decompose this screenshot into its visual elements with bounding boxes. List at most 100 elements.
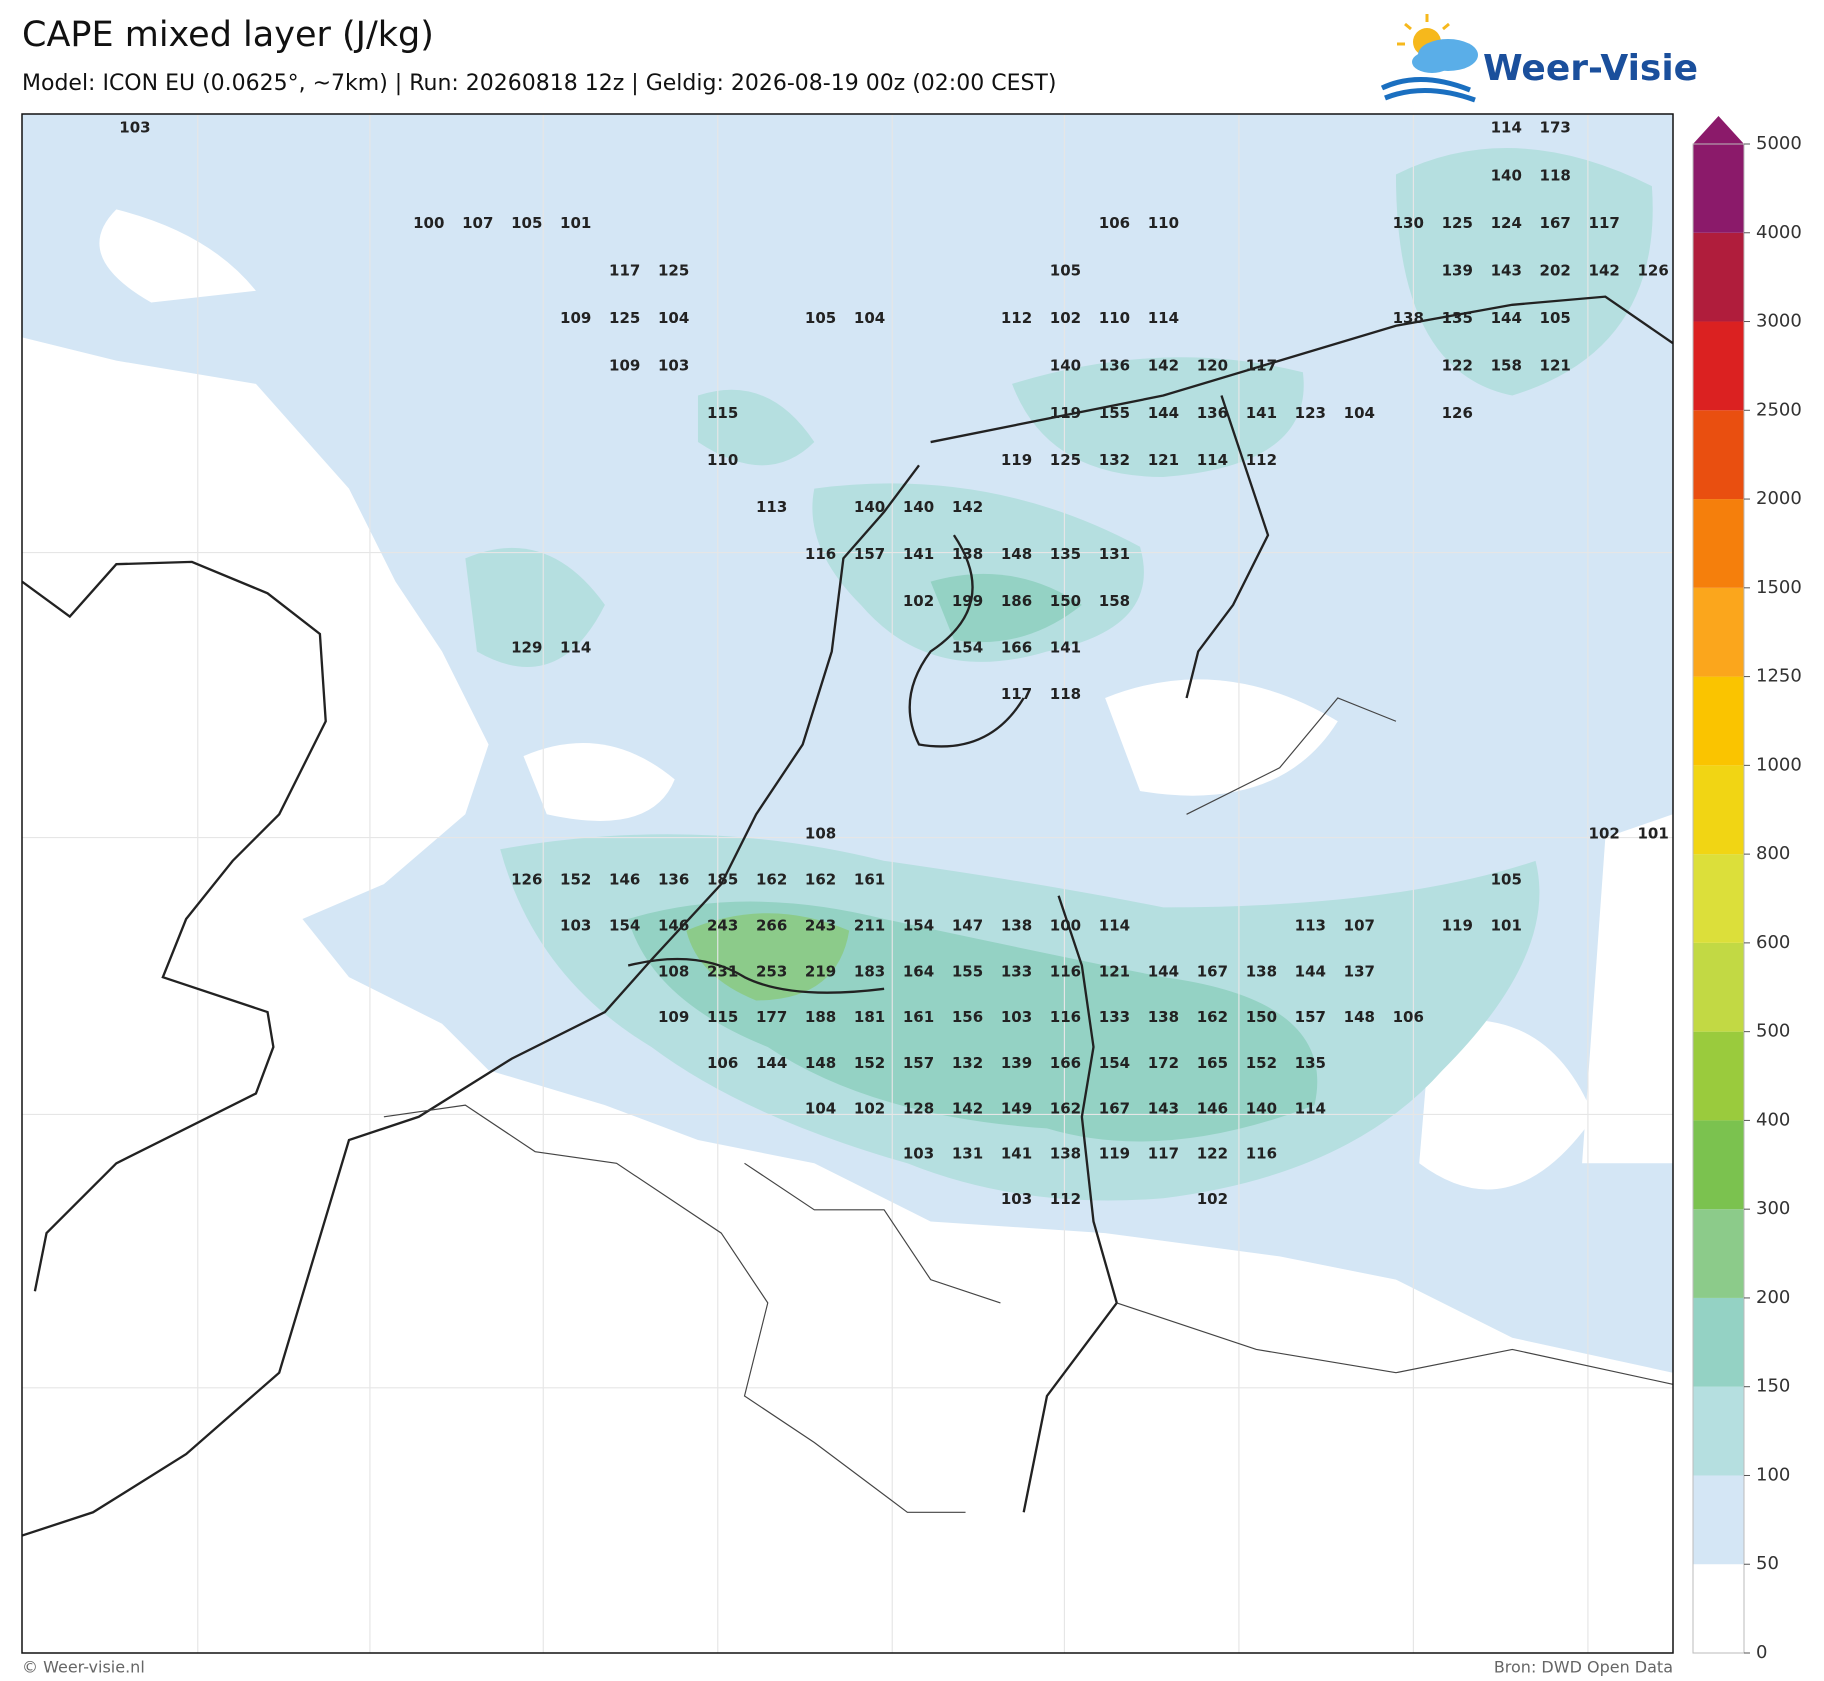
cape-value: 155 (952, 962, 983, 980)
cape-value: 202 (1540, 262, 1571, 280)
cape-value: 140 (903, 498, 934, 516)
cape-value: 126 (1442, 404, 1473, 422)
cape-value: 125 (658, 262, 689, 280)
cape-value: 122 (1442, 357, 1473, 375)
cape-value: 133 (1099, 1008, 1130, 1026)
cape-value: 103 (119, 118, 150, 136)
cape-value: 157 (903, 1054, 934, 1072)
cape-value: 105 (1491, 870, 1522, 888)
cape-value: 154 (1099, 1054, 1130, 1072)
cape-value: 140 (854, 498, 885, 516)
cape-value: 164 (903, 962, 934, 980)
cape-value: 161 (903, 1008, 934, 1026)
cape-value: 138 (1001, 916, 1032, 934)
cape-value: 135 (1442, 309, 1473, 327)
cape-value: 167 (1197, 962, 1228, 980)
cape-value: 116 (1246, 1145, 1277, 1163)
cape-value: 162 (1197, 1008, 1228, 1026)
cape-value: 112 (1001, 309, 1032, 327)
cape-value: 101 (1638, 824, 1669, 842)
colorbar-tick-label: 2500 (1756, 399, 1802, 420)
cape-value: 141 (1246, 404, 1277, 422)
cape-value: 112 (1050, 1190, 1081, 1208)
cape-value: 104 (1344, 404, 1375, 422)
cape-value: 199 (952, 592, 983, 610)
cape-value: 106 (1393, 1008, 1424, 1026)
cape-value: 253 (756, 962, 787, 980)
cape-value: 119 (1001, 451, 1032, 469)
cape-value: 131 (1099, 545, 1130, 563)
cape-value: 157 (854, 545, 885, 563)
cape-value: 132 (1099, 451, 1130, 469)
cape-value: 110 (707, 451, 738, 469)
colorbar-tick-label: 400 (1756, 1109, 1790, 1130)
cape-value: 141 (903, 545, 934, 563)
colorbar-segment (1693, 232, 1744, 322)
cape-value: 106 (707, 1054, 738, 1072)
colorbar-tick-label: 500 (1756, 1021, 1790, 1042)
cape-value: 102 (903, 592, 934, 610)
colorbar-segment (1693, 942, 1744, 1032)
colorbar-tick-label: 200 (1756, 1287, 1790, 1308)
value-labels: 103 114 173 140 118 100 107 105 101 106 110 130 125 1… (119, 118, 1669, 1208)
cape-value: 117 (1589, 214, 1620, 232)
cape-value: 167 (1099, 1099, 1130, 1117)
colorbar-tick-label: 150 (1756, 1376, 1790, 1397)
copyright: © Weer-visie.nl (22, 1658, 145, 1677)
cape-value: 140 (1246, 1099, 1277, 1117)
cape-value: 140 (1050, 357, 1081, 375)
cape-value: 103 (1001, 1008, 1032, 1026)
cape-value: 128 (903, 1099, 934, 1117)
cape-value: 120 (1197, 357, 1228, 375)
cape-value: 186 (1001, 592, 1032, 610)
colorbar-segment (1693, 321, 1744, 411)
cape-value: 231 (707, 962, 738, 980)
cape-value: 106 (1099, 214, 1130, 232)
cape-value: 141 (1001, 1145, 1032, 1163)
cape-value: 142 (952, 498, 983, 516)
colorbar-tick-label: 800 (1756, 843, 1790, 864)
cape-value: 139 (1001, 1054, 1032, 1072)
cape-value: 243 (707, 916, 738, 934)
cape-value: 172 (1148, 1054, 1179, 1072)
title: CAPE mixed layer (J/kg) (22, 15, 434, 55)
cape-value: 162 (1050, 1099, 1081, 1117)
cape-value: 117 (1246, 357, 1277, 375)
cape-value: 103 (560, 916, 591, 934)
cape-value: 119 (1050, 404, 1081, 422)
cape-value: 100 (1050, 916, 1081, 934)
cape-value: 125 (1050, 451, 1081, 469)
cape-value: 154 (609, 916, 640, 934)
cape-value: 211 (854, 916, 885, 934)
map-frame (21, 113, 1674, 1654)
cape-value: 117 (1148, 1145, 1179, 1163)
cape-value: 138 (1393, 309, 1424, 327)
cape-value: 102 (1589, 824, 1620, 842)
colorbar-tick-label: 3000 (1756, 311, 1802, 332)
cape-value: 136 (1099, 357, 1130, 375)
cape-value: 177 (756, 1008, 787, 1026)
cape-value: 219 (805, 962, 836, 980)
cape-value: 102 (1050, 309, 1081, 327)
colorbar-extension (1693, 116, 1744, 144)
cape-value: 115 (707, 404, 738, 422)
cape-value: 105 (511, 214, 542, 232)
colorbar-tick-label: 5000 (1756, 133, 1802, 154)
cape-value: 116 (805, 545, 836, 563)
colorbar-segment (1693, 1031, 1744, 1121)
cape-value: 115 (707, 1008, 738, 1026)
cape-value: 138 (1246, 962, 1277, 980)
colorbar-tick-label: 300 (1756, 1198, 1790, 1219)
cape-value: 173 (1540, 118, 1571, 136)
cape-value: 133 (1001, 962, 1032, 980)
cape-value: 121 (1540, 357, 1571, 375)
cape-value: 114 (1148, 309, 1179, 327)
cape-value: 114 (1295, 1099, 1326, 1117)
cape-value: 114 (1099, 916, 1130, 934)
cape-value: 140 (1491, 166, 1522, 184)
cape-value: 161 (854, 870, 885, 888)
cape-value: 158 (1491, 357, 1522, 375)
source: Bron: DWD Open Data (1494, 1658, 1673, 1677)
colorbar-segment (1693, 1475, 1744, 1565)
